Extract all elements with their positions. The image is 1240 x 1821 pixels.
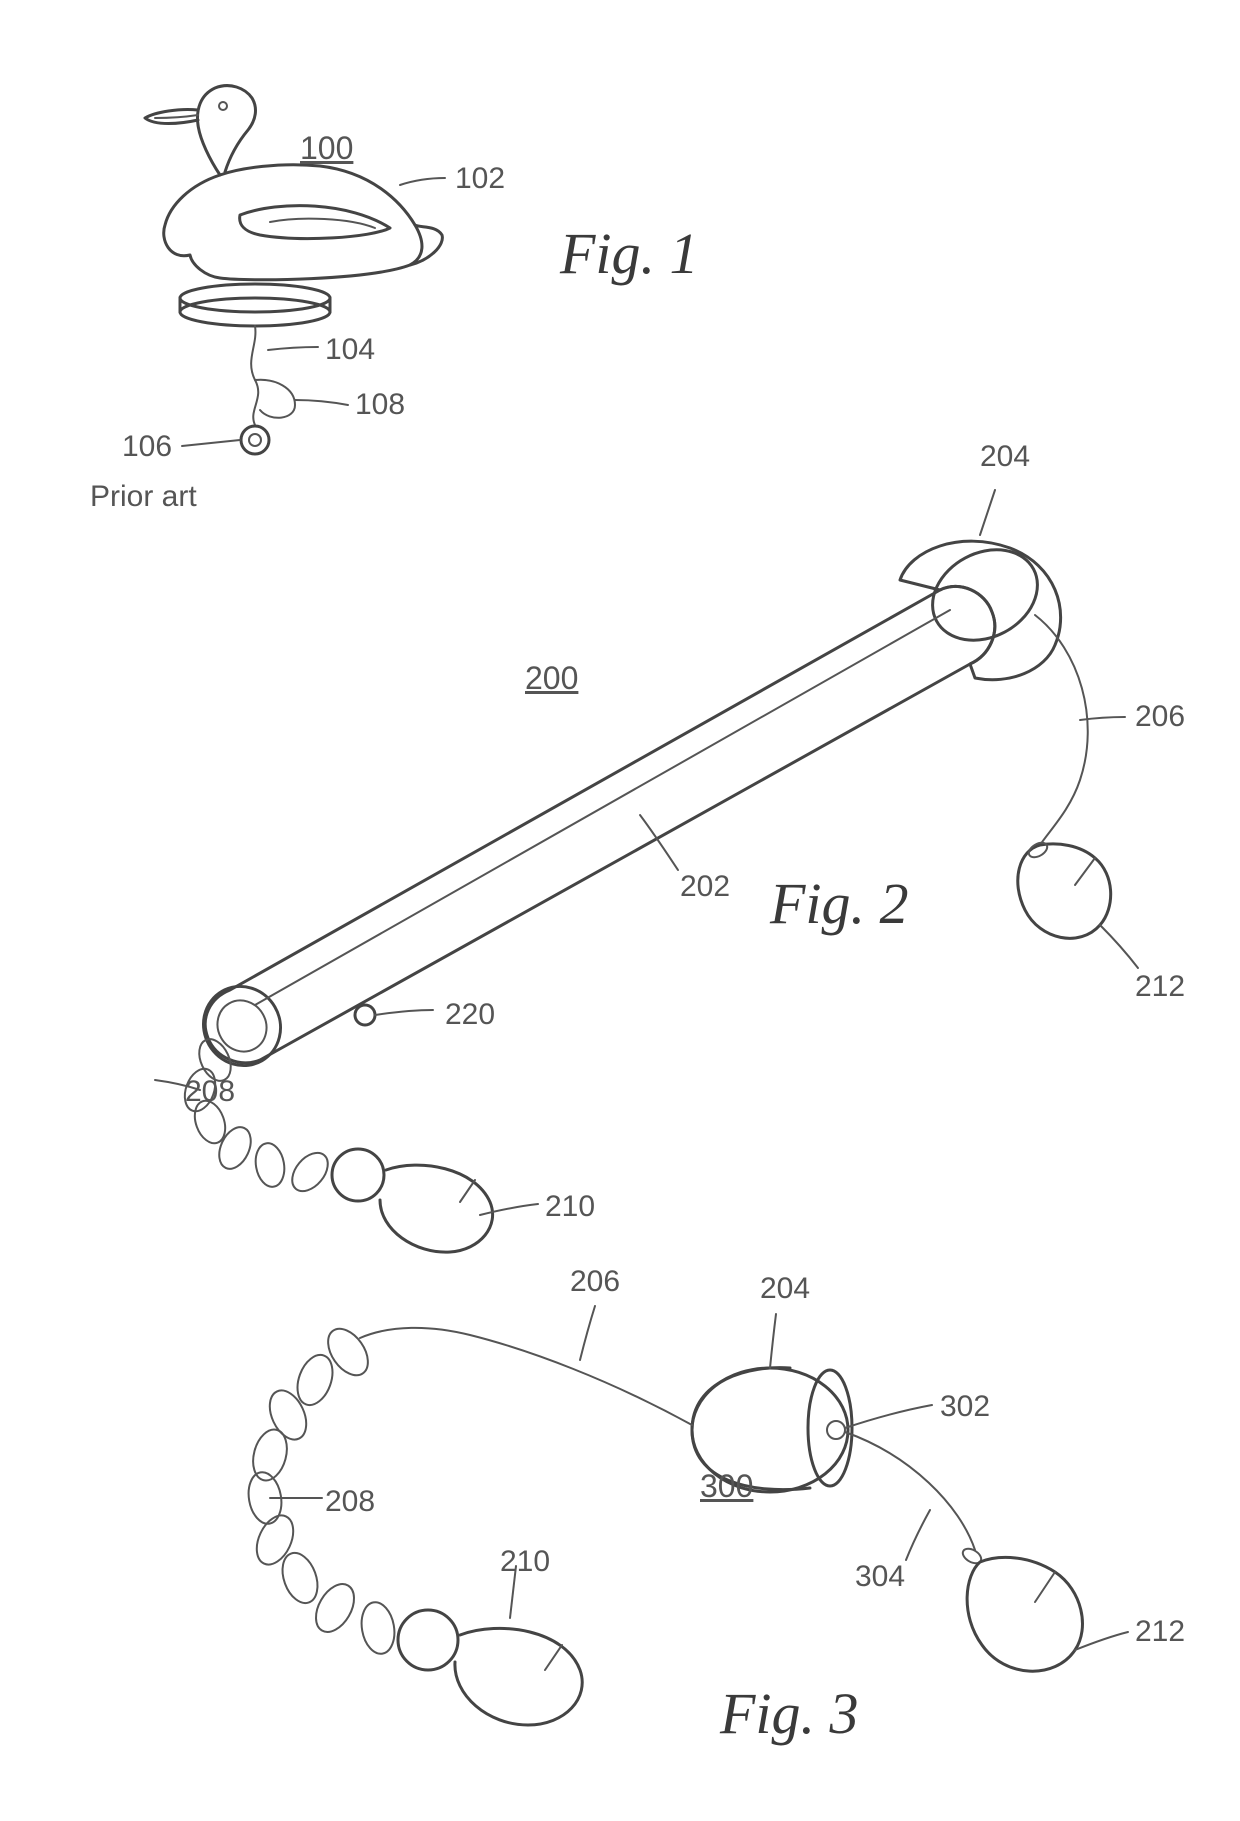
fig2-drawing: [80, 420, 1180, 1140]
fig3-ref-210: 210: [500, 1545, 550, 1579]
fig3-ref-208: 208: [325, 1485, 375, 1519]
fig3-ref-304: 304: [855, 1560, 905, 1594]
fig1-main-ref: 100: [300, 130, 353, 167]
fig3-label: Fig. 3: [720, 1680, 859, 1747]
fig3-ref-204: 204: [760, 1272, 810, 1306]
fig2-ref-208: 208: [185, 1075, 235, 1109]
fig2-ref-202: 202: [680, 870, 730, 904]
fig3-ref-302: 302: [940, 1390, 990, 1424]
fig2-ref-210: 210: [545, 1190, 595, 1224]
fig1-ref-102: 102: [455, 162, 505, 196]
fig3-ref-212: 212: [1135, 1615, 1185, 1649]
fig2-label: Fig. 2: [770, 870, 909, 937]
fig3-drawing: [110, 1230, 1170, 1790]
fig1-label: Fig. 1: [560, 220, 699, 287]
fig2-ref-204: 204: [980, 440, 1030, 474]
fig2-main-ref: 200: [525, 660, 578, 697]
fig1-drawing: [70, 60, 490, 480]
fig2-ref-220: 220: [445, 998, 495, 1032]
fig3-ref-206: 206: [570, 1265, 620, 1299]
fig3-main-ref: 300: [700, 1468, 753, 1505]
fig1-ref-104: 104: [325, 333, 375, 367]
fig1-ref-108: 108: [355, 388, 405, 422]
fig2-ref-212: 212: [1135, 970, 1185, 1004]
fig2-ref-206: 206: [1135, 700, 1185, 734]
patent-figure-page: 100 102 104 108 106 Prior art Fig. 1: [0, 0, 1240, 1821]
